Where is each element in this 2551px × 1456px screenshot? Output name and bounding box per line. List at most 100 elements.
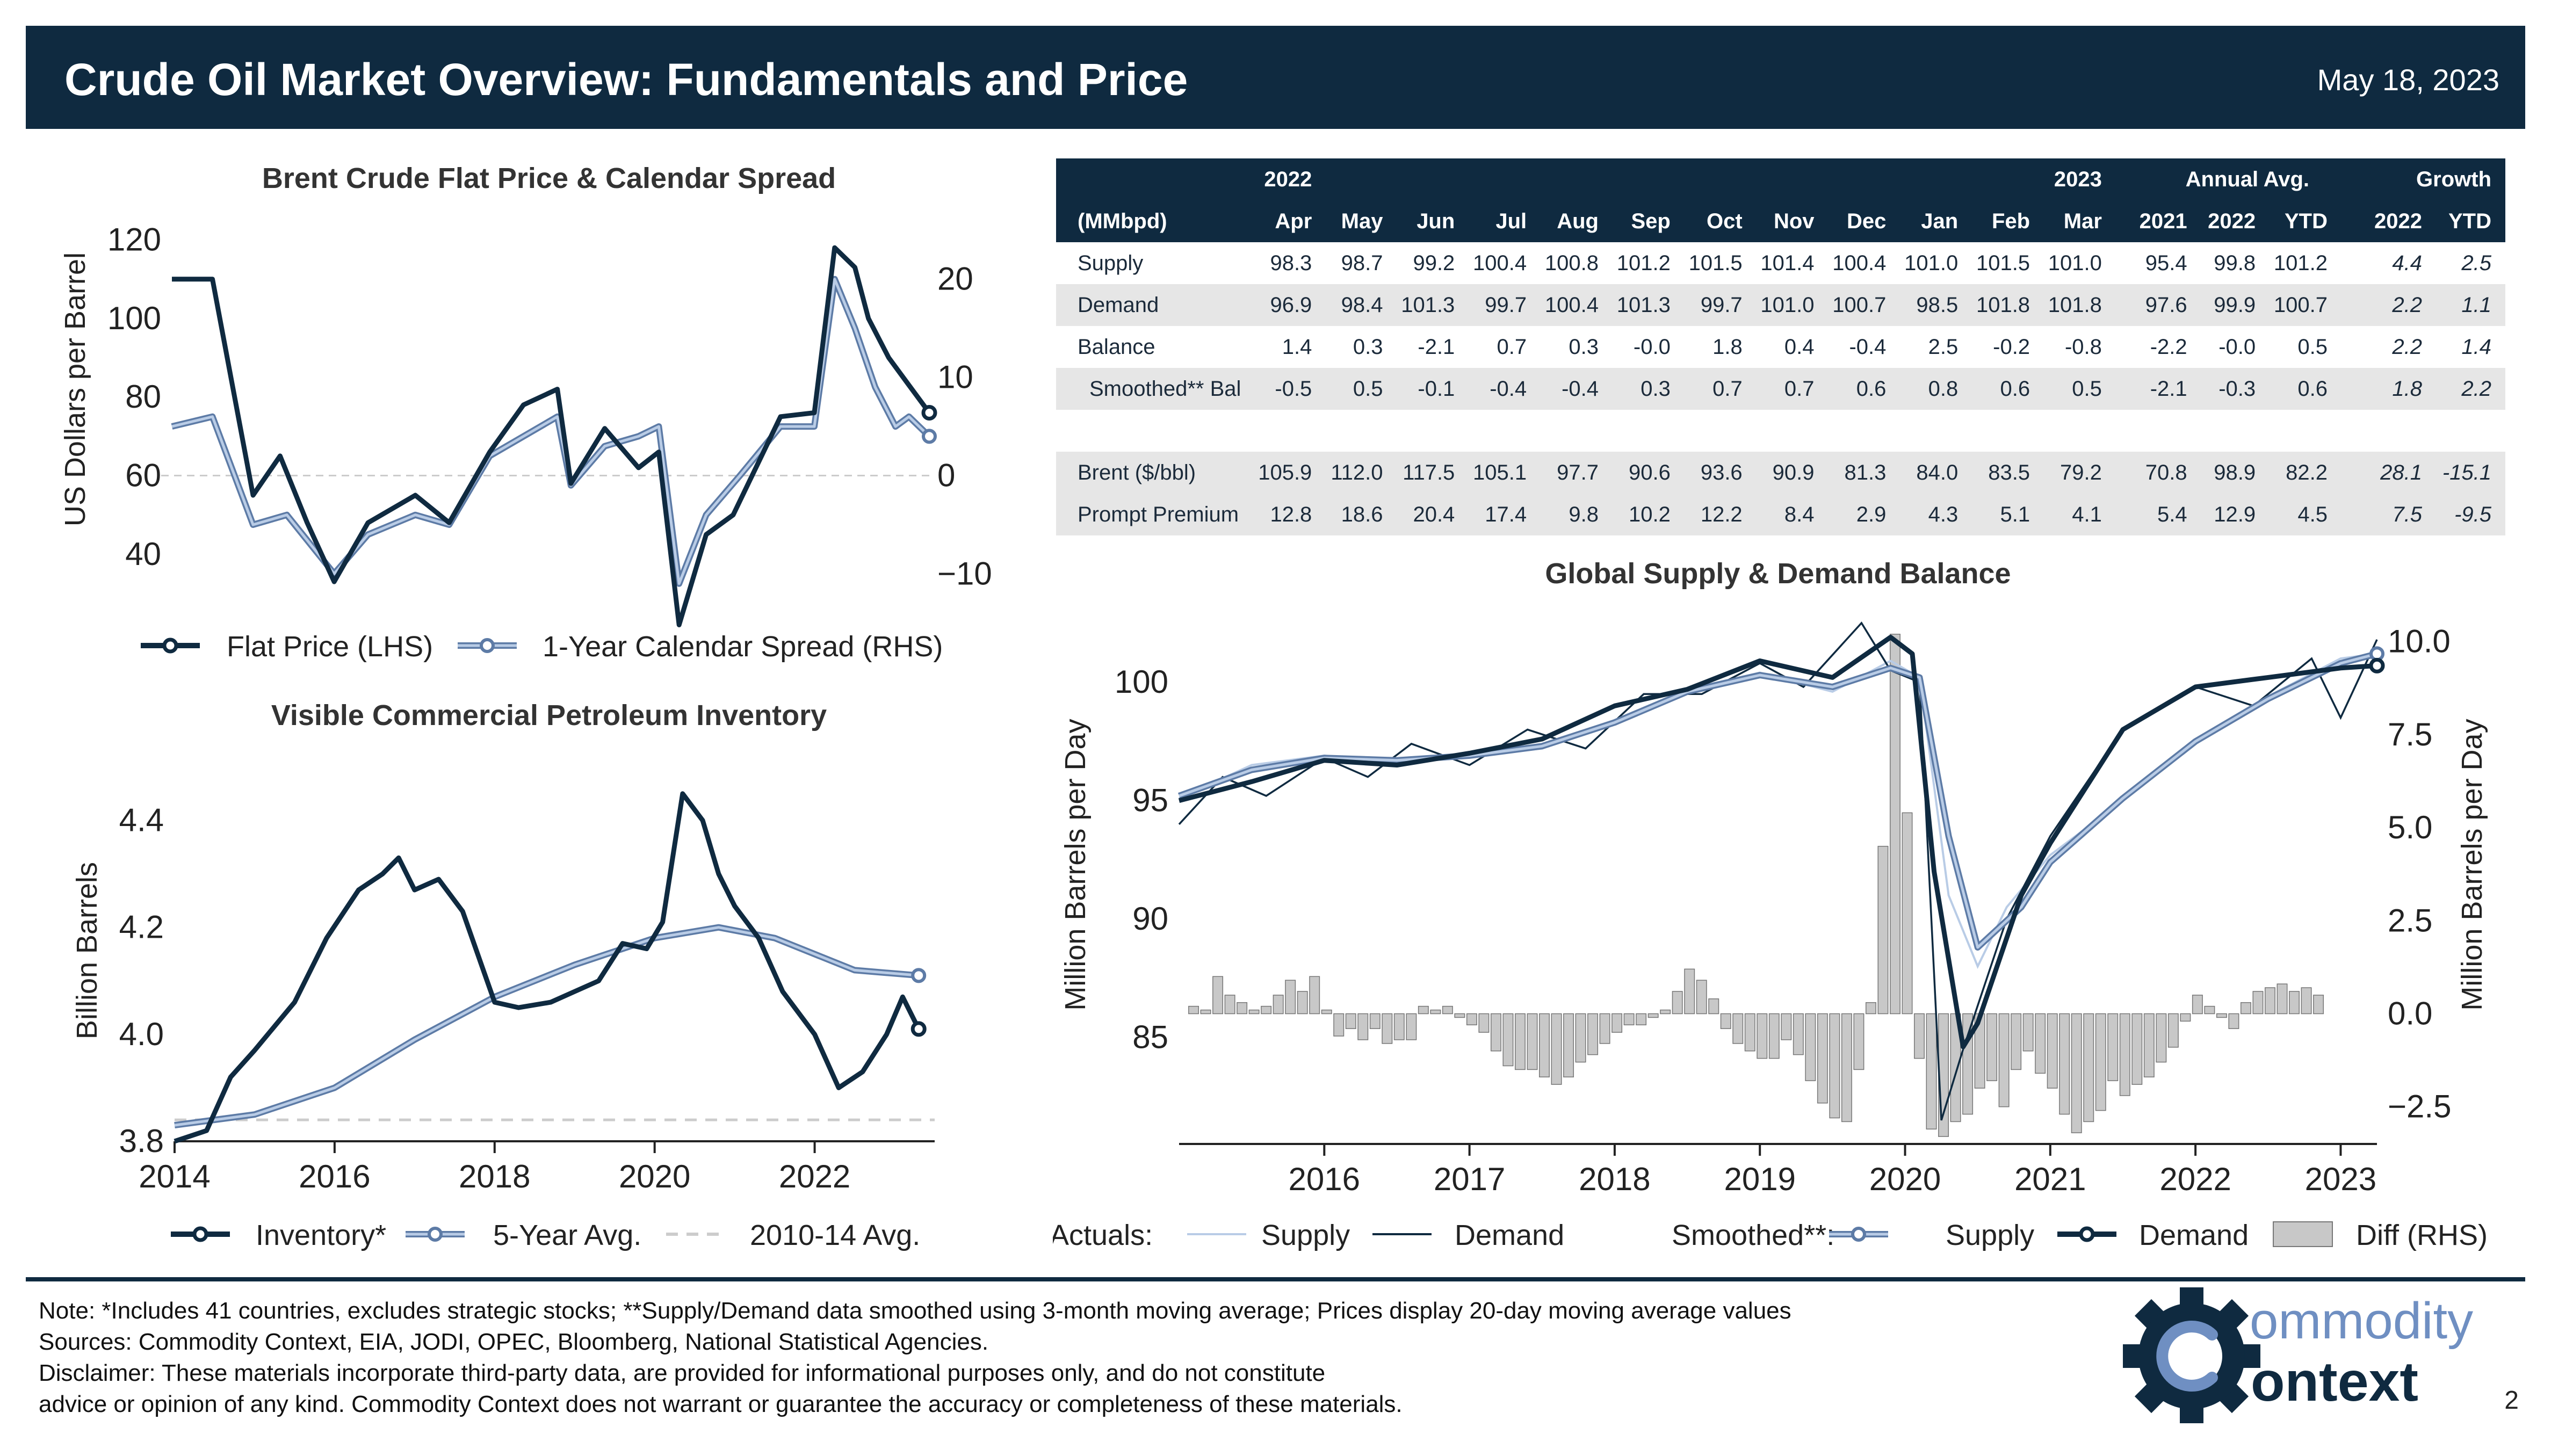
diff-bar [1889,634,1900,1015]
table-cell: 95.4 [2145,251,2187,275]
y-axis-label: US Dollars per Barrel [59,252,91,526]
table-cell: 81.3 [1828,452,1900,494]
table-cell: 83.5 [1972,452,2044,494]
y-tick-label: 95 [1132,783,1168,818]
y-tick-label: 100 [1115,664,1168,700]
diff-bar [1454,1013,1465,1018]
chart-title: Brent Crude Flat Price & Calendar Spread [262,162,836,194]
note-line: Note: *Includes 41 countries, excludes s… [39,1298,1791,1324]
table-row: Smoothed** Bal -0.5 0.5 -0.1 -0.4 -0.4 0.3 0.7 0… [1056,368,2505,410]
diff-bar [1539,1013,1550,1078]
logo-word-1: ommodity [2250,1292,2473,1350]
diff-bar [2264,987,2275,1015]
diff-bar [1647,1013,1659,1018]
y-tick-label: 4.4 [119,802,164,838]
diff-bar [1345,1013,1356,1029]
diff-bar [2131,1013,2143,1085]
column-header-cell: 2021 [2115,200,2201,242]
diff-bar [1490,1013,1501,1052]
y2-tick-label: 2.5 [2388,902,2432,938]
column-header-cell: Dec [1828,200,1900,242]
diff-bar [1502,1013,1514,1067]
table-cell: 18.6 [1326,494,1397,535]
table-cell: 105.1 [1469,452,1541,494]
column-header-cell: YTD [2270,200,2342,242]
diff-bar [1514,1013,1526,1070]
table-cell: 0.4 [1784,335,1815,359]
header-bar: Crude Oil Market Overview: Fundamentals … [26,26,2525,129]
diff-bar [1817,1013,1828,1104]
y-tick-label: 40 [125,536,161,572]
table-row: Demand 96.9 98.4 101.3 99.7 100.4 101.3 99.7 101… [1056,284,2505,326]
table-cell: 101.0 [1756,284,1829,326]
legend-smoothed-label: Smoothed**: [1672,1219,1834,1251]
table-cell: 98.9 [2201,452,2270,494]
diff-bar [2011,1013,2022,1070]
diff-bar [1237,1002,1248,1015]
table-cell: 82.2 [2270,452,2342,494]
y-axis-label-right: Million Barrels per Day [2456,719,2488,1010]
table-cell: 1.4 [1282,335,1312,359]
diff-bar [1623,1013,1635,1026]
table-cell: 79.2 [2044,452,2116,494]
diff-bar [1418,1005,1429,1015]
diff-bar [2156,1013,2167,1063]
table-cell: 12.9 [2201,494,2270,535]
table-row: Balance 1.4 0.3 -2.1 0.7 0.3 -0.0 1.8 0.4 -0.4 2.5… [1056,326,2505,368]
y-tick-label: 100 [107,300,161,336]
table-cell: 97.6 [2115,284,2201,326]
row-label: Balance [1078,335,1155,359]
diff-bar [1672,991,1683,1015]
diff-bar [1599,1013,1610,1044]
table-cell: 99.2 [1413,251,1455,275]
table-cell: 0.3 [1569,335,1599,359]
diff-bar [1369,1013,1381,1029]
y2-tick-label: 0 [937,458,955,494]
column-header-cell: YTD [2436,200,2505,242]
diff-bar [2216,1013,2227,1018]
diff-bar [2047,1013,2058,1089]
commodity-context-logo: ommodity ontext [2123,1287,2473,1423]
table-cell: 90.6 [1613,452,1685,494]
column-header-cell: (MMbpd) [1056,200,1254,242]
diff-bar [1393,1013,1405,1040]
legend-5yr-avg: 5-Year Avg. [493,1219,641,1251]
row-label: Smoothed** Bal [1056,368,1254,410]
series-smoothed-supply-inner [1179,652,2377,949]
series-flat-price [172,245,931,627]
table-cell: 4.5 [2270,494,2342,535]
y2-tick-label: −10 [937,555,992,591]
row-label: Prompt Premium [1056,494,1254,535]
inventory-chart: Visible Commercial Petroleum Inventory 4… [71,699,935,1251]
diff-bar [2180,1013,2191,1022]
diff-bar [1442,1005,1453,1015]
diff-bar [1611,1013,1623,1033]
diff-bar [1720,1013,1731,1029]
diff-bar [2240,1002,2251,1015]
x-tick-label: 2016 [1289,1161,1360,1197]
column-header-cell: 2022 [2342,200,2437,242]
x-tick-label: 2023 [2305,1161,2376,1197]
table-cell: -0.3 [2201,368,2270,410]
group-header-cell: Growth [2342,158,2505,200]
column-header-cell: Jul [1469,200,1541,242]
sources-line: Sources: Commodity Context, EIA, JODI, O… [39,1329,989,1355]
series-end-marker [910,1021,927,1037]
table-row: Supply 98.3 98.7 99.2 100.4 100.8 101.2 101.5 10… [1056,242,2505,284]
diff-bar [1914,1013,1925,1059]
table-cell: 5.4 [2115,494,2201,535]
table-cell: 1.1 [2436,284,2505,326]
table-cell: 0.3 [1613,368,1685,410]
table-row: Brent ($/bbl) 105.9 112.0 117.5 105.1 97.7 90.… [1056,452,2505,494]
table-cell: -0.4 [1541,368,1613,410]
diff-bar [2301,987,2312,1015]
legend-calendar-spread: 1-Year Calendar Spread (RHS) [543,631,943,663]
chart-title: Visible Commercial Petroleum Inventory [271,699,827,731]
diff-bar [1188,1005,1199,1015]
diff-bar [2313,995,2324,1015]
table-cell: -0.4 [1469,368,1541,410]
brent-price-chart: Brent Crude Flat Price & Calendar Spread… [59,162,992,663]
table-cell: -0.0 [2218,335,2256,359]
diff-bar [1962,1013,1974,1115]
diff-bar [1551,1013,1562,1085]
